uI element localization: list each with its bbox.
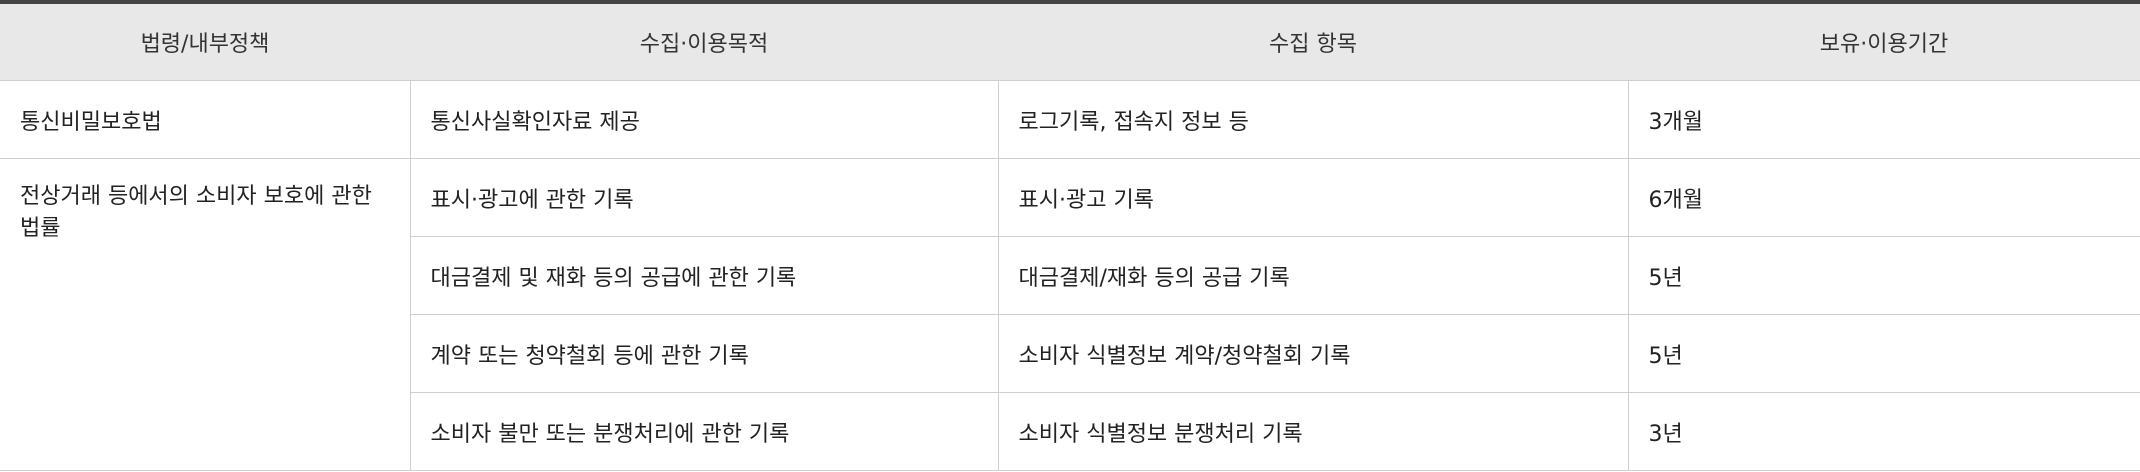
purpose-cell: 계약 또는 청약철회 등에 관한 기록 bbox=[409, 314, 998, 393]
purpose-cell: 표시·광고에 관한 기록 bbox=[409, 158, 998, 237]
items-cell: 소비자 식별정보 계약/청약철회 기록 bbox=[997, 314, 1628, 393]
period-cell: 6개월 bbox=[1627, 158, 2140, 237]
law-cell: 통신비밀보호법 bbox=[0, 80, 410, 159]
period-cell: 5년 bbox=[1627, 236, 2140, 315]
purpose-cell: 소비자 불만 또는 분쟁처리에 관한 기록 bbox=[409, 392, 998, 471]
table-row: 전상거래 등에서의 소비자 보호에 관한 법률 표시·광고에 관한 기록 표시·… bbox=[0, 158, 2140, 471]
header-row: 법령/내부정책 수집·이용목적 수집 항목 보유·이용기간 bbox=[0, 2, 2140, 81]
header-law: 법령/내부정책 bbox=[0, 2, 410, 81]
header-purpose: 수집·이용목적 bbox=[410, 2, 998, 81]
period-cell: 5년 bbox=[1627, 314, 2140, 393]
period-cell: 3년 bbox=[1627, 392, 2140, 471]
items-cell: 대금결제/재화 등의 공급 기록 bbox=[997, 236, 1628, 315]
period-cell: 3개월 bbox=[1627, 80, 2140, 159]
law-cell: 전상거래 등에서의 소비자 보호에 관한 법률 bbox=[0, 158, 410, 471]
table-body: 통신비밀보호법 통신사실확인자료 제공 로그기록, 접속지 정보 등 3개월 전… bbox=[0, 80, 2140, 471]
table-header: 법령/내부정책 수집·이용목적 수집 항목 보유·이용기간 bbox=[0, 2, 2140, 81]
header-period: 보유·이용기간 bbox=[1628, 2, 2140, 81]
table-row: 계약 또는 청약철회 등에 관한 기록 소비자 식별정보 계약/청약철회 기록 … bbox=[0, 314, 2140, 393]
purpose-cell: 대금결제 및 재화 등의 공급에 관한 기록 bbox=[409, 236, 998, 315]
header-items: 수집 항목 bbox=[998, 2, 1628, 81]
purpose-cell: 통신사실확인자료 제공 bbox=[409, 80, 998, 159]
table-row: 통신비밀보호법 통신사실확인자료 제공 로그기록, 접속지 정보 등 3개월 bbox=[0, 80, 2140, 159]
table-row: 소비자 불만 또는 분쟁처리에 관한 기록 소비자 식별정보 분쟁처리 기록 3… bbox=[0, 392, 2140, 471]
items-cell: 소비자 식별정보 분쟁처리 기록 bbox=[997, 392, 1628, 471]
items-cell: 표시·광고 기록 bbox=[997, 158, 1628, 237]
items-cell: 로그기록, 접속지 정보 등 bbox=[997, 80, 1628, 159]
table-row: 대금결제 및 재화 등의 공급에 관한 기록 대금결제/재화 등의 공급 기록 … bbox=[0, 236, 2140, 315]
